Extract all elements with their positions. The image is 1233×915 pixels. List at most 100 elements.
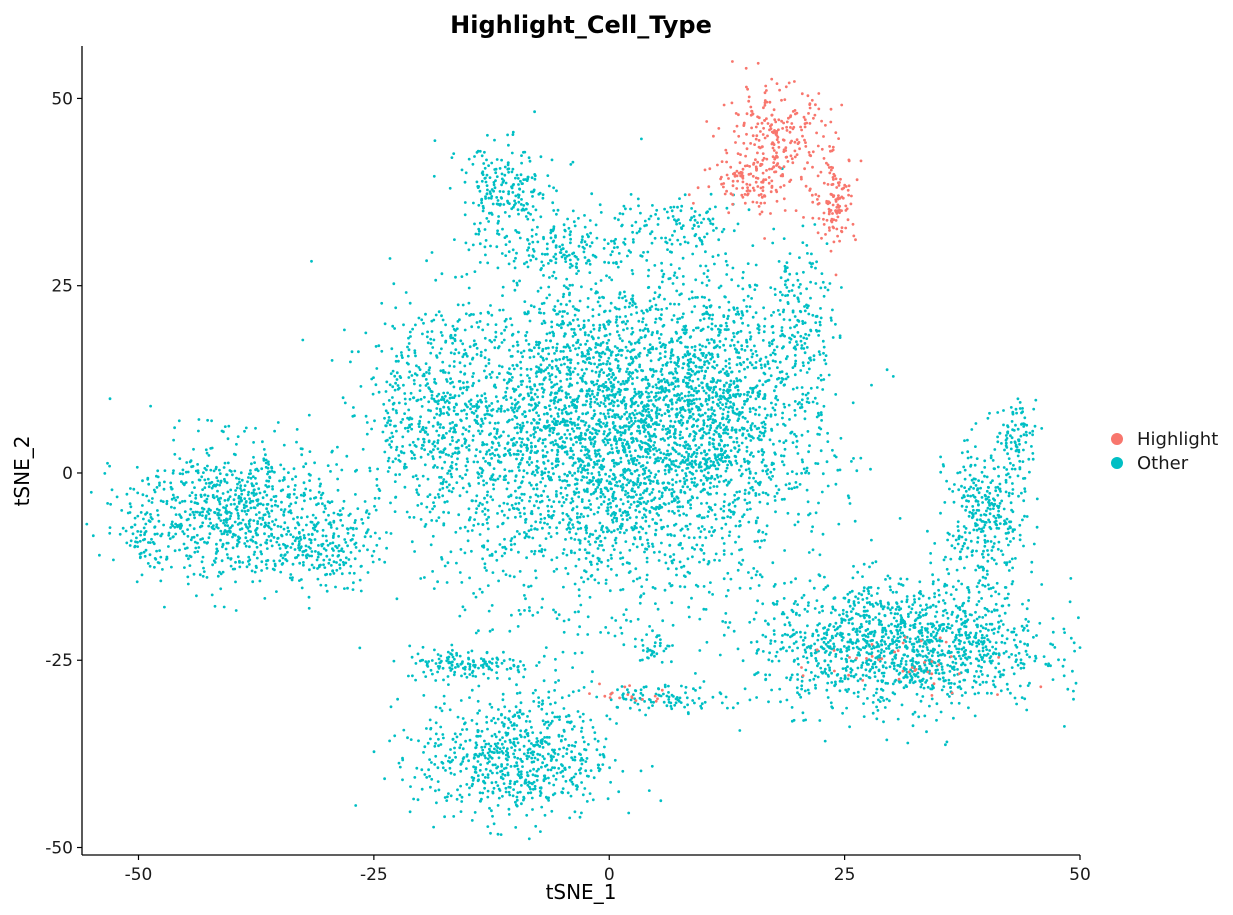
point-other <box>805 488 809 492</box>
point-other <box>746 393 749 397</box>
point-other <box>617 449 620 453</box>
point-other <box>688 410 692 414</box>
point-other <box>526 460 529 464</box>
point-other <box>516 193 520 197</box>
point-other <box>512 442 515 445</box>
point-other <box>562 446 565 449</box>
point-other <box>667 390 671 393</box>
point-other <box>515 283 519 287</box>
point-other <box>589 560 593 564</box>
point-other <box>550 320 554 324</box>
point-other <box>427 440 431 444</box>
point-other <box>534 493 538 497</box>
point-other <box>504 317 508 321</box>
point-other <box>638 501 642 505</box>
point-other <box>773 495 777 498</box>
point-other <box>503 409 506 413</box>
point-other <box>541 395 545 399</box>
point-other <box>452 406 456 409</box>
point-other <box>605 348 609 351</box>
point-other <box>450 466 454 470</box>
point-other <box>712 378 715 381</box>
point-other <box>690 387 694 390</box>
point-other <box>521 355 524 359</box>
point-other <box>729 449 733 452</box>
point-other <box>652 453 656 456</box>
series-other <box>85 110 1082 841</box>
point-other <box>557 408 561 411</box>
point-other <box>471 357 474 361</box>
point-other <box>745 502 749 505</box>
point-other <box>491 452 494 455</box>
point-other <box>524 521 527 524</box>
point-other <box>666 381 670 384</box>
point-other <box>597 329 601 332</box>
point-other <box>722 343 725 347</box>
point-other <box>568 293 571 297</box>
point-other <box>729 379 733 383</box>
point-other <box>680 204 684 208</box>
point-other <box>503 475 506 479</box>
point-other <box>723 451 726 455</box>
point-other <box>400 451 404 454</box>
point-other <box>704 391 708 395</box>
point-other <box>748 305 752 308</box>
point-other <box>525 385 529 389</box>
point-other <box>410 655 414 659</box>
point-other <box>609 501 612 505</box>
point-other <box>736 568 740 572</box>
point-other <box>500 252 504 255</box>
point-other <box>749 439 753 442</box>
point-other <box>442 478 446 481</box>
point-other <box>419 415 422 419</box>
point-other <box>349 360 352 364</box>
point-other <box>500 404 503 408</box>
point-other <box>464 312 468 316</box>
point-other <box>694 484 698 488</box>
point-other <box>508 574 512 578</box>
point-other <box>741 276 745 280</box>
point-other <box>489 244 492 248</box>
point-other <box>528 319 532 323</box>
point-other <box>517 550 520 554</box>
point-other <box>493 186 497 190</box>
point-other <box>653 321 657 324</box>
point-other <box>391 402 395 406</box>
point-other <box>445 500 449 503</box>
point-other <box>498 308 502 312</box>
point-other <box>604 578 608 582</box>
point-other <box>426 330 429 334</box>
point-other <box>589 532 592 536</box>
point-other <box>388 466 391 469</box>
point-other <box>484 180 488 184</box>
point-other <box>724 612 728 615</box>
point-other <box>702 389 706 393</box>
chart-title: Highlight_Cell_Type <box>450 11 712 39</box>
point-other <box>634 419 637 423</box>
point-other <box>498 504 501 508</box>
point-other <box>617 218 620 222</box>
point-other <box>408 301 412 305</box>
point-other <box>486 310 490 314</box>
point-other <box>598 404 602 408</box>
point-other <box>658 352 662 355</box>
point-other <box>450 396 454 399</box>
point-other <box>601 459 605 462</box>
point-other <box>710 534 714 537</box>
point-other <box>690 290 694 294</box>
point-other <box>696 424 699 428</box>
point-other <box>639 418 643 421</box>
point-other <box>588 262 592 266</box>
point-other <box>729 400 732 404</box>
point-other <box>574 347 577 351</box>
point-other <box>483 336 487 340</box>
point-other <box>546 174 550 178</box>
point-other <box>656 377 660 381</box>
point-other <box>702 421 706 425</box>
point-other <box>637 353 640 357</box>
point-other <box>524 334 528 338</box>
point-other <box>569 446 573 450</box>
point-other <box>456 446 459 450</box>
point-other <box>672 274 676 277</box>
point-other <box>358 578 362 582</box>
